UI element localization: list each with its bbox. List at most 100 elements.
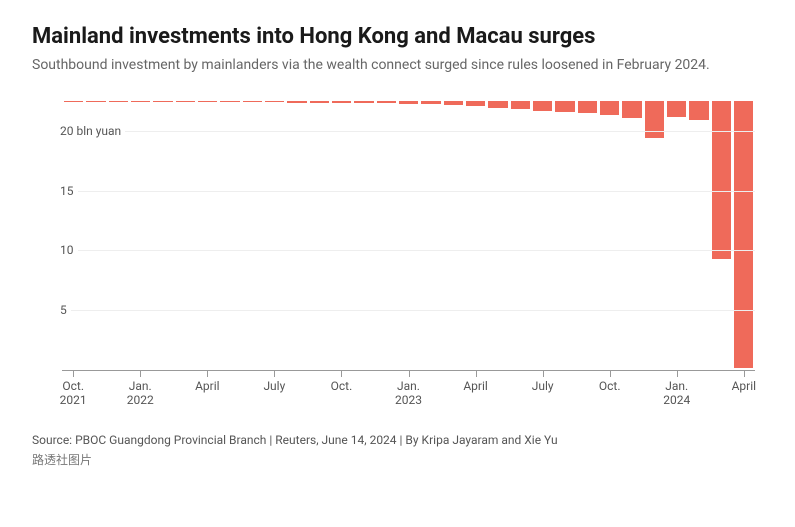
y-axis-label: 10 <box>60 243 78 257</box>
bar <box>131 101 150 102</box>
bar <box>555 101 574 112</box>
bar <box>488 101 507 108</box>
bar <box>712 101 731 259</box>
x-axis-label: July <box>263 379 285 393</box>
bar-column <box>466 101 485 370</box>
bar <box>109 101 128 102</box>
bar <box>622 101 641 118</box>
bar-column <box>421 101 440 370</box>
bar-column <box>645 101 664 370</box>
bar-column <box>64 101 83 370</box>
bar <box>153 101 172 102</box>
bar <box>332 101 351 103</box>
x-tick <box>341 371 342 377</box>
bar-column <box>488 101 507 370</box>
source-line: Source: PBOC Guangdong Provincial Branch… <box>32 433 763 447</box>
bar <box>578 101 597 113</box>
bar <box>511 101 530 109</box>
x-axis-label: Oct. 2021 <box>60 379 87 408</box>
bar-column <box>265 101 284 370</box>
bar-column <box>444 101 463 370</box>
x-axis-label: Jan. 2023 <box>395 379 422 408</box>
chart-container: 5 10 15 20 bln yuan Oct. 2021 Jan. 2022 April… <box>32 91 763 421</box>
x-tick <box>610 371 611 377</box>
bar-column <box>354 101 373 370</box>
bar <box>220 101 239 102</box>
x-tick <box>677 371 678 377</box>
chart-title: Mainland investments into Hong Kong and … <box>32 24 763 49</box>
x-tick <box>409 371 410 377</box>
bar-column <box>734 101 753 370</box>
x-axis-label: Jan. 2022 <box>127 379 154 408</box>
bar <box>533 101 552 111</box>
x-tick <box>476 371 477 377</box>
bar-column <box>109 101 128 370</box>
bars-group <box>62 101 755 370</box>
x-axis-label: April <box>195 379 219 393</box>
bar-column <box>287 101 306 370</box>
x-axis-label: Oct. <box>599 379 621 393</box>
chart-subtitle: Southbound investment by mainlanders via… <box>32 57 763 73</box>
gridline <box>62 131 755 132</box>
y-axis-label: 20 bln yuan <box>60 124 125 138</box>
bar-column <box>377 101 396 370</box>
bar-column <box>511 101 530 370</box>
caption-line: 路透社图片 <box>32 451 763 468</box>
bar <box>734 101 753 368</box>
gridline <box>62 250 755 251</box>
bar <box>399 101 418 104</box>
bar <box>421 101 440 104</box>
x-axis-label: Oct. <box>331 379 353 393</box>
bar-column <box>399 101 418 370</box>
y-axis-label: 15 <box>60 184 78 198</box>
x-tick <box>744 371 745 377</box>
x-tick <box>543 371 544 377</box>
bar-column <box>153 101 172 370</box>
x-axis-label: July <box>532 379 554 393</box>
bar <box>287 101 306 103</box>
bar <box>444 101 463 105</box>
x-axis-label: April <box>732 379 756 393</box>
bar-column <box>176 101 195 370</box>
plot-area: 5 10 15 20 bln yuan <box>62 101 755 371</box>
x-tick <box>140 371 141 377</box>
bar <box>64 101 83 102</box>
bar-column <box>243 101 262 370</box>
bar <box>243 101 262 102</box>
bar-column <box>600 101 619 370</box>
bar-column <box>533 101 552 370</box>
bar <box>667 101 686 117</box>
bar-column <box>667 101 686 370</box>
x-tick <box>73 371 74 377</box>
bar <box>198 101 217 102</box>
x-axis-label: April <box>463 379 487 393</box>
bar-column <box>86 101 105 370</box>
bar-column <box>622 101 641 370</box>
x-tick <box>274 371 275 377</box>
x-axis: Oct. 2021 Jan. 2022 April July Oct. Jan. 2023… <box>62 371 755 421</box>
y-axis-label: 5 <box>60 303 71 317</box>
bar-column <box>689 101 708 370</box>
bar-column <box>220 101 239 370</box>
bar-column <box>310 101 329 370</box>
bar <box>86 101 105 102</box>
bar <box>689 101 708 120</box>
gridline <box>62 191 755 192</box>
bar <box>265 101 284 102</box>
x-axis-label: Jan. 2024 <box>663 379 690 408</box>
bar <box>600 101 619 115</box>
bar <box>176 101 195 102</box>
bar <box>466 101 485 106</box>
bar <box>377 101 396 103</box>
bar <box>354 101 373 103</box>
gridline <box>62 310 755 311</box>
bar <box>645 101 664 138</box>
bar <box>310 101 329 103</box>
bar-column <box>578 101 597 370</box>
bar-column <box>712 101 731 370</box>
bar-column <box>131 101 150 370</box>
bar-column <box>198 101 217 370</box>
x-tick <box>207 371 208 377</box>
bar-column <box>555 101 574 370</box>
bar-column <box>332 101 351 370</box>
